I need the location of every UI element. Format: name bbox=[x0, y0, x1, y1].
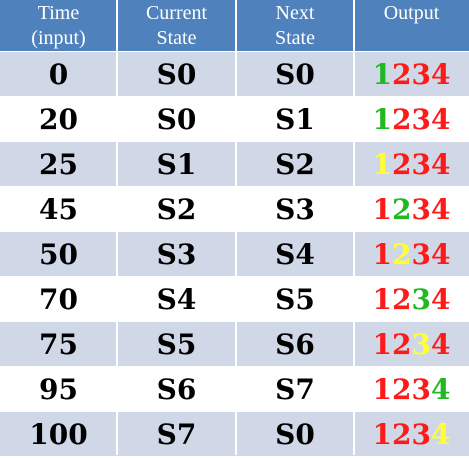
current-state-cell: S4 bbox=[156, 283, 197, 316]
output-digit: 2 bbox=[392, 103, 412, 136]
output-digit: 4 bbox=[430, 328, 451, 361]
row-divider bbox=[0, 141, 469, 142]
time-cell: 50 bbox=[39, 238, 78, 271]
output-digit: 2 bbox=[392, 373, 412, 406]
time-cell: 20 bbox=[39, 103, 78, 136]
next-state-cell: S6 bbox=[275, 328, 315, 361]
row-divider bbox=[0, 276, 469, 277]
header-current-state: Current State bbox=[145, 2, 208, 49]
output-cell: 1234 bbox=[354, 232, 469, 276]
next-state-cell: S3 bbox=[275, 193, 315, 226]
column-divider bbox=[235, 0, 237, 455]
table-header: Time (input) Current State Next State Ou… bbox=[0, 0, 469, 51]
output-digit: 2 bbox=[392, 328, 412, 361]
current-state-cell: S0 bbox=[156, 103, 197, 136]
output-digit: 1 bbox=[372, 328, 393, 361]
output-digit: 3 bbox=[411, 193, 431, 226]
output-digit: 1 bbox=[372, 148, 393, 181]
output-digit: 1 bbox=[372, 373, 393, 406]
next-state-cell: S4 bbox=[275, 238, 315, 271]
row-divider bbox=[0, 321, 469, 322]
time-cell: 0 bbox=[48, 58, 69, 91]
time-cell: 75 bbox=[39, 328, 78, 361]
current-state-cell: S3 bbox=[156, 238, 197, 271]
table-row: 45 S2 S3 1234 bbox=[0, 187, 469, 231]
table-row: 95 S6 S7 1234 bbox=[0, 367, 469, 411]
output-digit: 2 bbox=[392, 193, 412, 226]
output-digit: 4 bbox=[430, 238, 451, 271]
output-digit: 1 bbox=[372, 238, 393, 271]
output-cell: 1234 bbox=[354, 52, 469, 96]
output-digit: 4 bbox=[430, 58, 451, 91]
output-digit: 3 bbox=[411, 283, 431, 316]
row-divider bbox=[0, 411, 469, 412]
column-divider bbox=[353, 0, 355, 455]
current-state-cell: S2 bbox=[156, 193, 197, 226]
next-state-cell: S0 bbox=[275, 58, 315, 91]
next-state-cell: S2 bbox=[275, 148, 315, 181]
output-cell: 1234 bbox=[354, 322, 469, 366]
time-cell: 45 bbox=[39, 193, 78, 226]
next-state-cell: S7 bbox=[275, 373, 315, 406]
header-next-state: Next State bbox=[275, 2, 315, 49]
output-digit: 3 bbox=[411, 238, 431, 271]
output-cell: 1234 bbox=[354, 412, 469, 456]
output-cell: 1234 bbox=[354, 97, 469, 141]
current-state-cell: S7 bbox=[156, 418, 197, 451]
current-state-cell: S0 bbox=[156, 58, 197, 91]
output-digit: 1 bbox=[372, 103, 393, 136]
time-cell: 100 bbox=[29, 418, 88, 451]
table-row: 100 S7 S0 1234 bbox=[0, 412, 469, 456]
next-state-cell: S0 bbox=[275, 418, 315, 451]
column-divider bbox=[116, 0, 118, 455]
output-digit: 1 bbox=[372, 418, 393, 451]
next-state-cell: S5 bbox=[275, 283, 315, 316]
time-cell: 95 bbox=[39, 373, 78, 406]
output-cell: 1234 bbox=[354, 142, 469, 186]
output-digit: 2 bbox=[392, 418, 412, 451]
output-digit: 3 bbox=[411, 373, 431, 406]
output-digit: 2 bbox=[392, 283, 412, 316]
output-digit: 4 bbox=[430, 373, 451, 406]
current-state-cell: S6 bbox=[156, 373, 197, 406]
output-digit: 4 bbox=[430, 148, 451, 181]
output-digit: 4 bbox=[430, 283, 451, 316]
output-cell: 1234 bbox=[354, 277, 469, 321]
output-digit: 1 bbox=[372, 58, 393, 91]
output-digit: 3 bbox=[411, 148, 431, 181]
table-row: 50 S3 S4 1234 bbox=[0, 232, 469, 276]
table-row: 75 S5 S6 1234 bbox=[0, 322, 469, 366]
time-cell: 25 bbox=[39, 148, 78, 181]
next-state-cell: S1 bbox=[275, 103, 315, 136]
current-state-cell: S1 bbox=[156, 148, 197, 181]
row-divider bbox=[0, 186, 469, 187]
output-digit: 2 bbox=[392, 238, 412, 271]
header-output: Output bbox=[383, 2, 440, 24]
output-digit: 3 bbox=[411, 58, 431, 91]
output-digit: 3 bbox=[411, 103, 431, 136]
row-divider bbox=[0, 96, 469, 97]
output-digit: 3 bbox=[411, 328, 431, 361]
table-row: 70 S4 S5 1234 bbox=[0, 277, 469, 321]
output-digit: 1 bbox=[372, 283, 393, 316]
row-divider bbox=[0, 231, 469, 232]
row-divider bbox=[0, 366, 469, 367]
output-digit: 2 bbox=[392, 148, 412, 181]
table-row: 0 S0 S0 1234 bbox=[0, 52, 469, 96]
output-digit: 4 bbox=[430, 418, 451, 451]
output-cell: 1234 bbox=[354, 187, 469, 231]
time-cell: 70 bbox=[39, 283, 78, 316]
output-digit: 2 bbox=[392, 58, 412, 91]
output-digit: 4 bbox=[430, 193, 451, 226]
table-row: 20 S0 S1 1234 bbox=[0, 97, 469, 141]
current-state-cell: S5 bbox=[156, 328, 197, 361]
output-digit: 4 bbox=[430, 103, 451, 136]
table-row: 25 S1 S2 1234 bbox=[0, 142, 469, 186]
output-cell: 1234 bbox=[354, 367, 469, 411]
header-time: Time (input) bbox=[31, 2, 86, 49]
output-digit: 3 bbox=[411, 418, 431, 451]
output-digit: 1 bbox=[372, 193, 393, 226]
